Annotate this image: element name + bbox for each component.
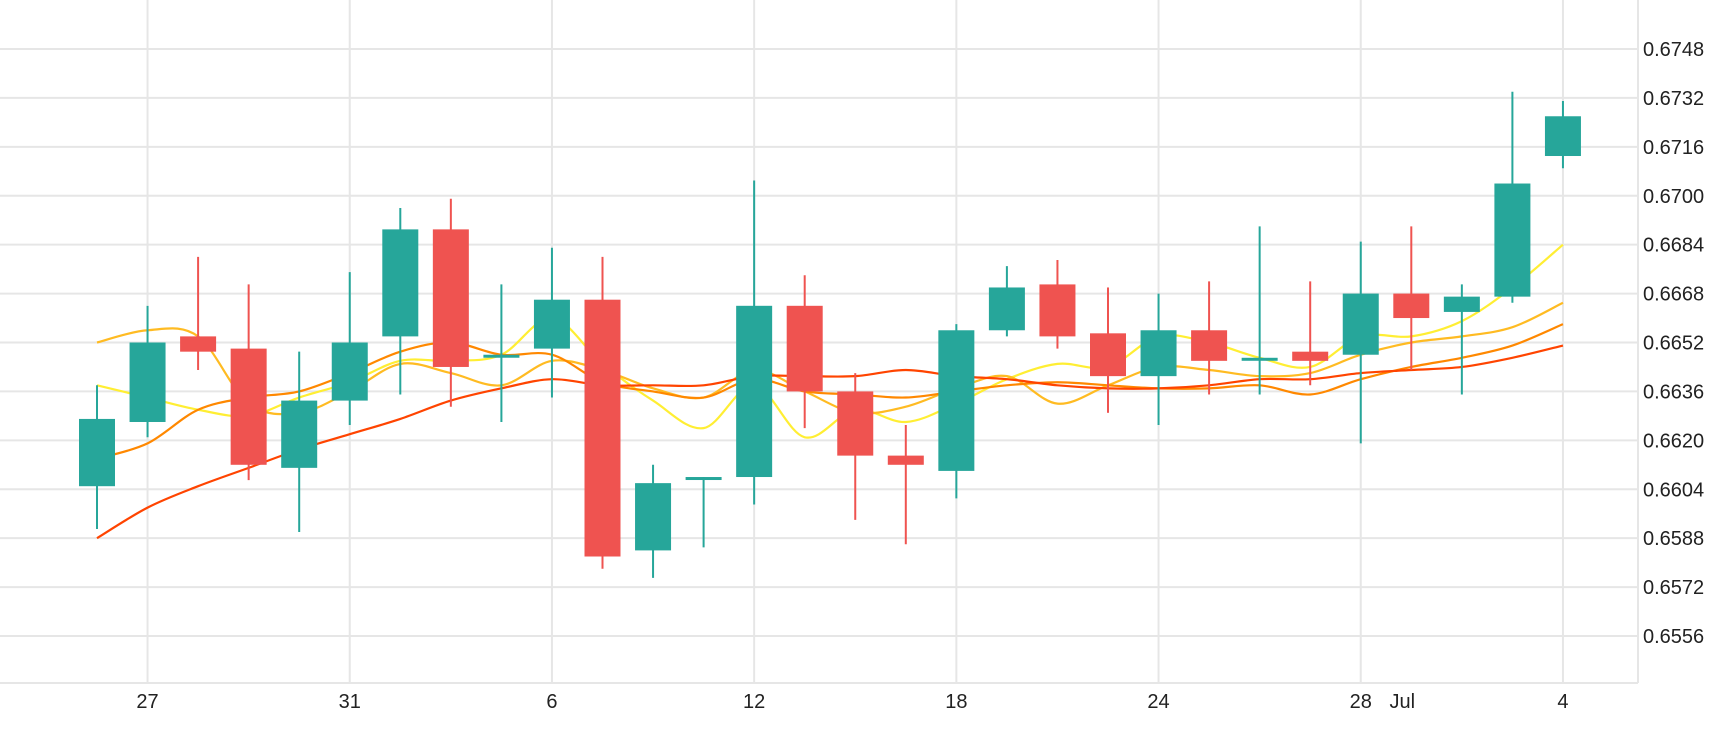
x-tick-label: 31 xyxy=(339,691,361,713)
candle-body xyxy=(1494,183,1531,297)
y-tick-label: 0.6556 xyxy=(1643,626,1704,648)
candle-body xyxy=(837,391,874,456)
y-tick-label: 0.6700 xyxy=(1643,186,1704,208)
candle-down xyxy=(180,256,217,371)
candle-body xyxy=(432,229,469,367)
candle-body xyxy=(635,483,672,551)
candle-up xyxy=(1140,293,1177,426)
candle-body xyxy=(281,400,318,468)
candle-up xyxy=(635,464,672,578)
candle-down xyxy=(837,373,874,520)
candle-body xyxy=(938,330,975,471)
candle-body xyxy=(1443,296,1480,312)
y-tick-label: 0.6652 xyxy=(1643,333,1704,355)
candle-up xyxy=(483,284,520,422)
candle-body xyxy=(887,455,924,465)
y-tick-label: 0.6604 xyxy=(1643,479,1704,501)
candle-up xyxy=(331,272,368,426)
y-tick-label: 0.6732 xyxy=(1643,88,1704,110)
y-tick-label: 0.6684 xyxy=(1643,235,1704,257)
candle-body xyxy=(1292,351,1329,361)
candle-up xyxy=(382,207,419,395)
candle-body xyxy=(1544,116,1581,157)
candle-up xyxy=(1494,91,1531,303)
x-tick-label: 28 xyxy=(1350,691,1372,713)
candle-down xyxy=(786,275,823,429)
candle-body xyxy=(584,299,621,557)
candle-body xyxy=(1191,330,1228,361)
candle-body xyxy=(1342,293,1379,355)
candle-body xyxy=(382,229,419,337)
candle-up xyxy=(1241,226,1278,395)
y-tick-label: 0.6572 xyxy=(1643,577,1704,599)
candle-body xyxy=(230,348,267,465)
y-tick-label: 0.6588 xyxy=(1643,528,1704,550)
candle-body xyxy=(786,305,823,392)
candle-up xyxy=(736,180,773,505)
candle-body xyxy=(533,299,570,349)
axis-layer: 0.6556 0.6572 0.6588 0.6604 0.6620 0.6636 0.66… xyxy=(136,39,1704,713)
candle-down xyxy=(887,425,924,545)
candle-up xyxy=(1544,100,1581,169)
candle-up xyxy=(938,324,975,499)
candle-down xyxy=(1090,287,1126,413)
x-tick-label: 18 xyxy=(945,691,967,713)
candle-body xyxy=(1140,330,1177,377)
candles xyxy=(79,91,1581,578)
candle-body xyxy=(685,477,722,481)
candle-down xyxy=(1191,281,1228,395)
candle-down xyxy=(1292,281,1329,386)
ma-line-4 xyxy=(96,344,1564,540)
candle-body xyxy=(1393,293,1430,319)
candle-body xyxy=(129,342,166,422)
candle-up xyxy=(685,477,722,548)
candle-body xyxy=(736,305,773,478)
candle-down xyxy=(230,284,267,481)
x-tick-label: 12 xyxy=(743,691,765,713)
x-tick-label: 27 xyxy=(136,691,158,713)
candle-up xyxy=(129,305,166,438)
candle-down xyxy=(584,256,621,569)
y-tick-label: 0.6636 xyxy=(1643,381,1704,403)
candle-body xyxy=(1241,357,1278,361)
candle-body xyxy=(79,418,115,487)
x-tick-label: 24 xyxy=(1147,691,1169,713)
candle-body xyxy=(180,336,217,352)
y-tick-label: 0.6716 xyxy=(1643,137,1704,159)
x-tick-label: 4 xyxy=(1557,691,1568,713)
candle-up xyxy=(1443,284,1480,395)
candle-body xyxy=(1090,333,1126,377)
y-tick-label: 0.6668 xyxy=(1643,284,1704,306)
y-tick-label: 0.6620 xyxy=(1643,430,1704,452)
x-tick-label: Jul xyxy=(1390,691,1416,713)
candle-down xyxy=(1039,259,1076,349)
x-tick-label: 6 xyxy=(546,691,557,713)
candle-body xyxy=(331,342,368,401)
candle-up xyxy=(79,385,115,529)
candle-up xyxy=(988,266,1025,337)
y-tick-label: 0.6748 xyxy=(1643,39,1704,61)
candle-up xyxy=(533,247,570,398)
candle-body xyxy=(1039,284,1076,337)
candle-up xyxy=(1342,241,1379,444)
candle-down xyxy=(1393,226,1430,371)
candle-up xyxy=(281,351,318,533)
candle-body xyxy=(988,287,1025,331)
candle-body xyxy=(483,354,520,358)
candle-down xyxy=(432,198,469,407)
